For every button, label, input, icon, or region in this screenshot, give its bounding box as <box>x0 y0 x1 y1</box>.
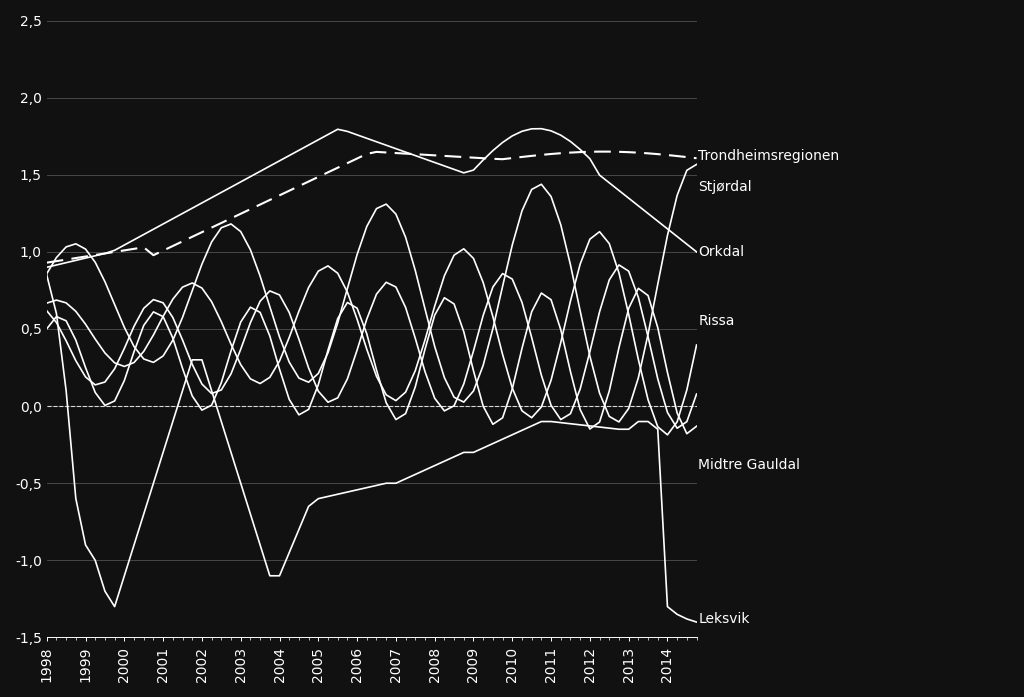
Text: Midtre Gauldal: Midtre Gauldal <box>698 458 801 472</box>
Text: Leksvik: Leksvik <box>698 612 750 626</box>
Text: Trondheimsregionen: Trondheimsregionen <box>698 149 840 163</box>
Text: Stjørdal: Stjørdal <box>698 180 752 194</box>
Text: Orkdal: Orkdal <box>698 245 744 259</box>
Text: Rissa: Rissa <box>698 314 735 328</box>
